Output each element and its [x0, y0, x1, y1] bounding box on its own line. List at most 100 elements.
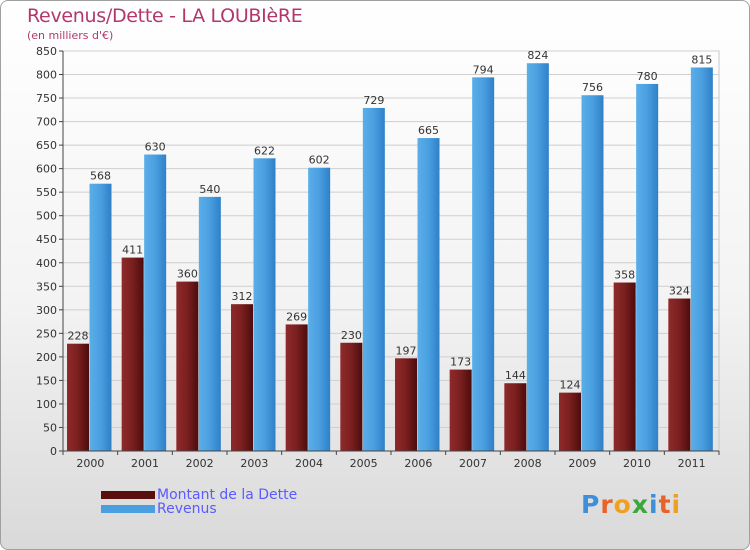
- bar-revenus: [198, 196, 221, 451]
- proxiti-logo: Proxiti: [581, 490, 681, 519]
- chart-title: Revenus/Dette - LA LOUBIèRE: [27, 5, 303, 27]
- data-label-revenus: 568: [90, 170, 111, 183]
- y-tick-label: 400: [36, 257, 57, 270]
- data-label-dette: 144: [505, 369, 526, 382]
- data-label-dette: 269: [286, 310, 307, 323]
- y-tick-label: 50: [43, 421, 57, 434]
- legend-label-dette: Montant de la Dette: [157, 487, 298, 503]
- bar-dette: [613, 282, 636, 451]
- x-tick-label: 2002: [186, 457, 214, 470]
- y-tick-label: 550: [36, 186, 57, 199]
- bar-revenus: [144, 154, 167, 451]
- y-tick-label: 0: [50, 445, 57, 458]
- logo-letter: i: [649, 490, 659, 519]
- bar-dette: [395, 358, 417, 451]
- logo-letter: t: [658, 490, 672, 519]
- chart-subtitle: (en milliers d'€): [27, 29, 114, 42]
- x-tick-label: 2007: [459, 457, 487, 470]
- y-tick-label: 350: [36, 280, 57, 293]
- x-tick-label: 2010: [623, 457, 651, 470]
- data-label-dette: 124: [560, 379, 581, 392]
- data-label-dette: 230: [341, 329, 362, 342]
- bar-revenus: [526, 63, 549, 452]
- bar-dette: [285, 324, 308, 451]
- x-tick-label: 2009: [568, 457, 596, 470]
- legend-swatch-revenus: [101, 505, 155, 513]
- data-label-revenus: 815: [691, 53, 712, 66]
- x-tick-label: 2000: [76, 457, 104, 470]
- data-label-dette: 324: [669, 285, 690, 298]
- logo-letter: i: [671, 490, 682, 519]
- x-tick-label: 2005: [350, 457, 378, 470]
- legend-swatch-dette: [101, 491, 155, 499]
- legend-item-revenus: Revenus: [101, 501, 297, 517]
- y-tick-label: 500: [36, 210, 57, 223]
- bar-dette: [449, 369, 472, 451]
- bar-dette: [121, 257, 144, 451]
- data-label-revenus: 540: [199, 183, 220, 196]
- x-tick-label: 2008: [514, 457, 542, 470]
- data-label-revenus: 794: [473, 63, 494, 76]
- y-tick-label: 200: [36, 351, 57, 364]
- bar-revenus: [472, 77, 495, 452]
- y-tick-label: 250: [36, 327, 57, 340]
- data-label-dette: 360: [177, 268, 198, 281]
- y-tick-label: 150: [36, 374, 57, 387]
- data-label-dette: 173: [450, 356, 471, 369]
- bar-revenus: [89, 183, 112, 452]
- bar-revenus: [308, 167, 331, 452]
- bar-revenus: [636, 83, 659, 452]
- y-tick-label: 750: [36, 92, 57, 105]
- y-tick-label: 100: [36, 398, 57, 411]
- bar-revenus: [690, 67, 713, 452]
- y-tick-label: 600: [36, 163, 57, 176]
- data-label-dette: 197: [396, 344, 417, 357]
- y-tick-label: 650: [36, 139, 57, 152]
- data-label-revenus: 630: [145, 141, 166, 154]
- logo-letter: o: [613, 490, 632, 519]
- y-tick-label: 700: [36, 116, 57, 129]
- x-tick-label: 2001: [131, 457, 159, 470]
- bar-dette: [559, 392, 581, 451]
- bar-revenus: [581, 95, 604, 451]
- bar-revenus: [362, 107, 385, 452]
- x-tick-label: 2006: [404, 457, 432, 470]
- legend: Montant de la Dette Revenus: [101, 487, 298, 517]
- bar-revenus: [253, 158, 276, 451]
- legend-label-revenus: Revenus: [157, 501, 217, 517]
- data-label-dette: 358: [614, 269, 635, 282]
- bar-dette: [504, 383, 527, 451]
- data-label-revenus: 665: [418, 124, 439, 137]
- bar-revenus: [417, 138, 440, 451]
- data-label-dette: 411: [122, 244, 143, 257]
- y-tick-label: 800: [36, 69, 57, 82]
- axis-layer: 0 50 100 150 200 250 300 350 400 450 500 550 600 650 7…: [36, 45, 720, 470]
- bar-dette: [176, 281, 199, 451]
- x-tick-label: 2003: [240, 457, 268, 470]
- data-label-revenus: 729: [363, 94, 384, 107]
- logo-letter: r: [600, 490, 614, 519]
- y-tick-label: 300: [36, 304, 57, 317]
- y-tick-label: 450: [36, 233, 57, 246]
- data-label-dette: 228: [68, 330, 89, 343]
- data-label-revenus: 756: [582, 81, 603, 94]
- data-label-revenus: 602: [309, 154, 330, 167]
- data-label-revenus: 824: [527, 49, 548, 62]
- logo-letter: P: [581, 490, 601, 519]
- logo-letter: x: [631, 490, 649, 519]
- data-label-dette: 312: [232, 290, 253, 303]
- label-layer: 228 568 411 630 360 540 312 622 269 602 230 729 197 6…: [68, 49, 713, 391]
- bar-dette: [231, 304, 253, 451]
- x-tick-label: 2004: [295, 457, 323, 470]
- x-tick-label: 2011: [678, 457, 706, 470]
- y-tick-label: 850: [36, 45, 57, 58]
- bar-dette: [340, 342, 363, 451]
- data-label-revenus: 780: [637, 70, 658, 83]
- bar-dette: [668, 298, 691, 451]
- data-label-revenus: 622: [254, 144, 275, 157]
- bar-dette: [67, 343, 89, 451]
- bar-layer: [67, 63, 713, 452]
- legend-item-dette: Montant de la Dette: [101, 487, 298, 503]
